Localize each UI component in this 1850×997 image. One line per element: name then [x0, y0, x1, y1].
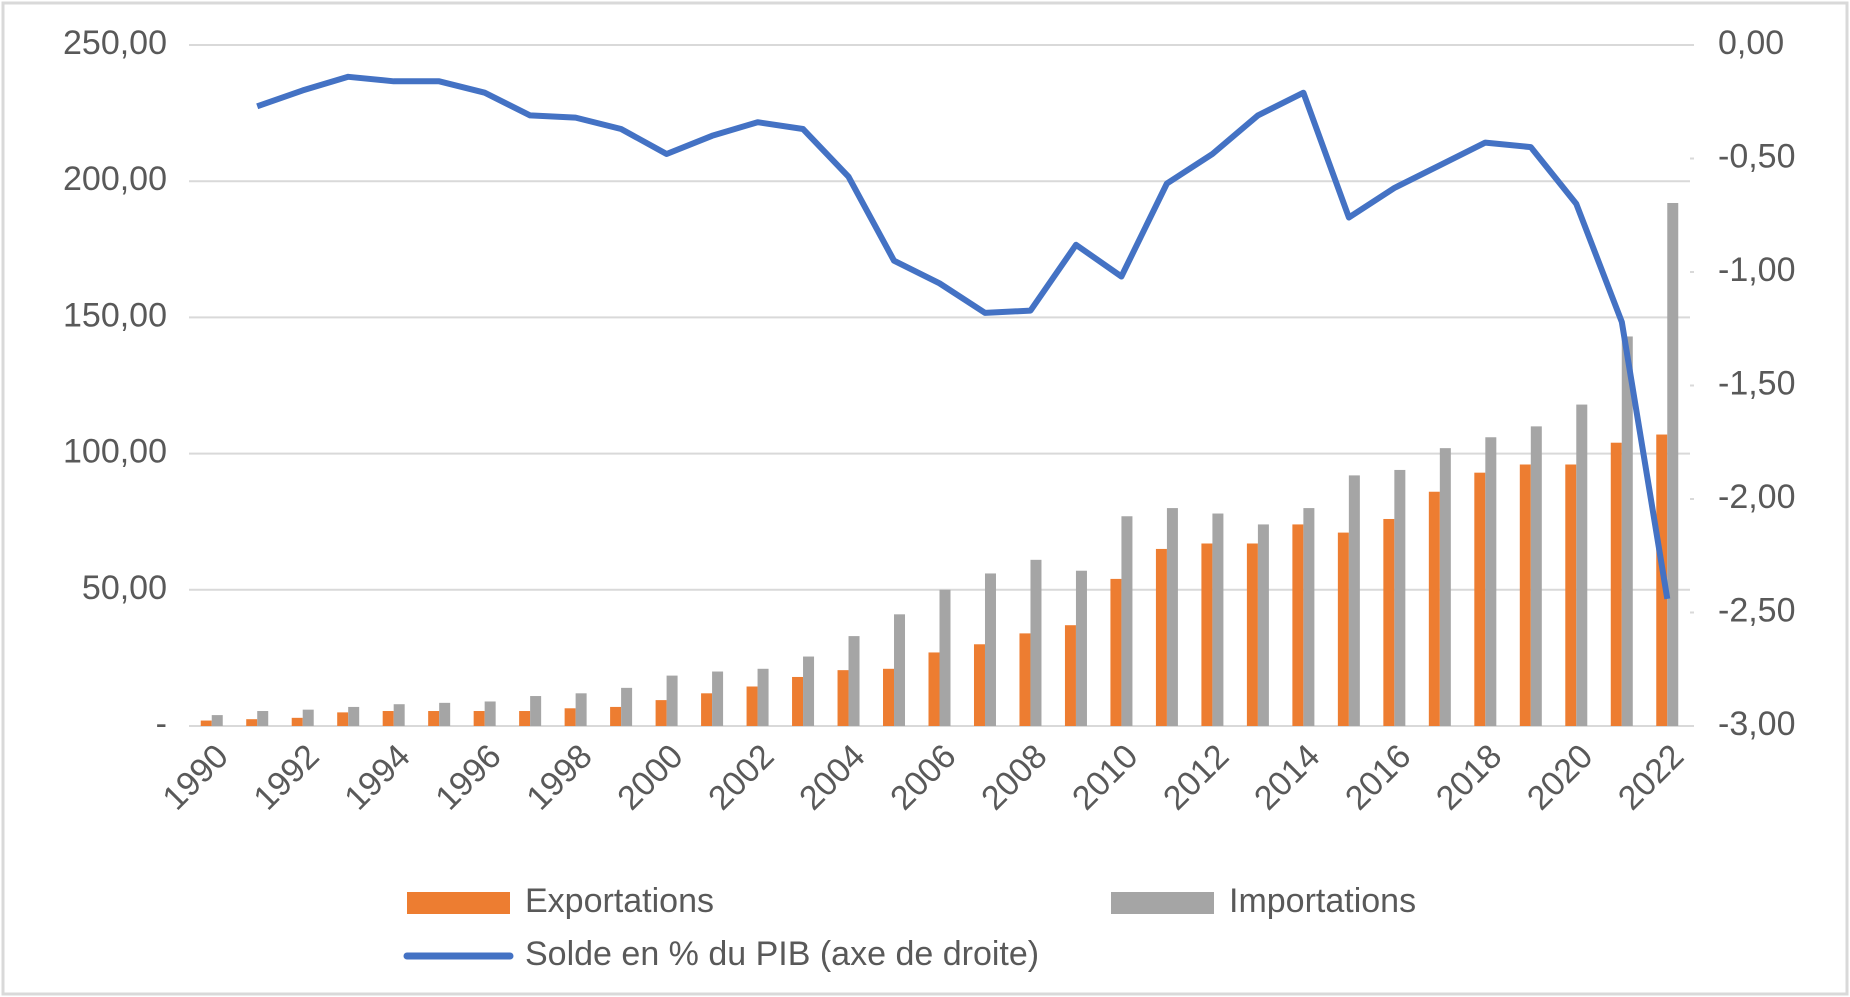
- y-tick-label: 100,00: [63, 433, 167, 471]
- bar: [1166, 508, 1178, 726]
- bar: [928, 652, 940, 726]
- legend-label: Solde en % du PIB (axe de droite): [525, 935, 1039, 973]
- bar: [211, 715, 223, 726]
- y2-tick-label: -3,00: [1718, 705, 1796, 743]
- bar: [848, 636, 860, 726]
- bar: [746, 686, 758, 726]
- y-tick-label: 50,00: [82, 569, 167, 607]
- bar: [1519, 464, 1531, 726]
- bar: [621, 687, 633, 726]
- legend-swatch: [407, 892, 510, 914]
- bar: [1394, 469, 1406, 726]
- bar: [1610, 442, 1622, 726]
- bar: [302, 709, 314, 726]
- bar: [1155, 548, 1167, 726]
- bar: [792, 676, 804, 726]
- bar: [1337, 532, 1349, 726]
- bar: [655, 700, 667, 726]
- y-tick-label: 250,00: [63, 24, 167, 62]
- bar: [1212, 513, 1224, 726]
- bar: [610, 706, 622, 726]
- bar: [757, 668, 769, 726]
- bar: [348, 706, 360, 726]
- bar: [1621, 336, 1633, 726]
- bar: [1064, 625, 1076, 726]
- bar: [337, 712, 349, 726]
- y2-tick-label: -2,50: [1718, 591, 1796, 629]
- bar: [473, 711, 485, 726]
- bar: [1428, 491, 1440, 726]
- bar: [530, 696, 542, 726]
- line: [256, 73, 1671, 600]
- bar: [666, 675, 678, 726]
- bar: [1292, 524, 1304, 726]
- y2-tick-label: -0,50: [1718, 137, 1796, 175]
- bar: [1576, 404, 1588, 726]
- bar: [564, 708, 576, 726]
- y2-tick-label: -1,50: [1718, 364, 1796, 402]
- bar: [439, 702, 451, 726]
- y-tick-label: 150,00: [63, 296, 167, 334]
- bar: [1667, 202, 1679, 726]
- y-tick-label: -: [156, 705, 167, 743]
- bar: [1439, 448, 1451, 726]
- bar: [428, 711, 440, 726]
- bar: [484, 701, 496, 726]
- bar: [291, 717, 303, 726]
- bar: [382, 711, 394, 726]
- bar: [519, 711, 531, 726]
- bar: [200, 720, 212, 726]
- bar: [939, 589, 951, 726]
- y2-tick-label: 0,00: [1718, 24, 1784, 62]
- legend-swatch: [1111, 892, 1214, 914]
- legend-label: Importations: [1229, 882, 1416, 920]
- bar: [1075, 570, 1087, 726]
- bar: [984, 573, 996, 726]
- bar: [1246, 543, 1258, 726]
- bar: [1110, 578, 1122, 726]
- bar: [1530, 426, 1542, 726]
- bar: [257, 711, 269, 726]
- y2-tick-label: -1,00: [1718, 251, 1796, 289]
- bar: [393, 704, 405, 726]
- bar: [1030, 559, 1042, 726]
- bar: [883, 668, 895, 726]
- bar: [1383, 518, 1395, 726]
- bar: [1485, 437, 1497, 726]
- bar: [1201, 543, 1213, 726]
- bar: [837, 670, 849, 726]
- bar: [803, 656, 815, 726]
- bar: [1121, 516, 1133, 726]
- bar: [973, 644, 985, 726]
- bar: [1019, 633, 1031, 726]
- bar: [712, 671, 724, 726]
- bar: [1303, 508, 1315, 726]
- bar: [1565, 464, 1577, 726]
- y-tick-label: 200,00: [63, 160, 167, 198]
- bar: [246, 719, 258, 726]
- bar: [1348, 475, 1360, 726]
- bar: [575, 693, 587, 726]
- bar: [894, 614, 906, 726]
- bar: [701, 693, 713, 726]
- bar: [1474, 472, 1486, 726]
- bar: [1257, 524, 1269, 726]
- y2-tick-label: -2,00: [1718, 478, 1796, 516]
- legend-label: Exportations: [525, 882, 714, 920]
